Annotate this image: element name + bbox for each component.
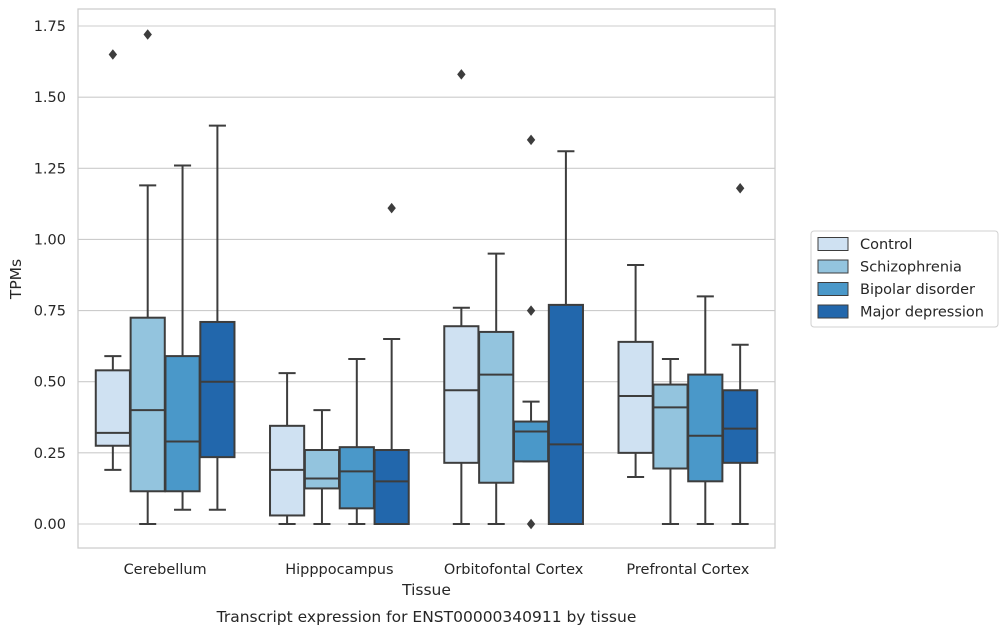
legend-label: Bipolar disorder	[860, 282, 975, 298]
y-tick-label: 1.75	[34, 19, 66, 35]
legend-item: Bipolar disorder	[817, 282, 975, 298]
legend-label: Schizophrenia	[860, 260, 962, 276]
box-body	[129, 316, 166, 493]
box-0-2	[164, 164, 201, 511]
legend-label: Major depression	[860, 305, 984, 321]
box-group-3	[617, 182, 759, 525]
box-3-1	[652, 357, 689, 525]
box-body	[547, 303, 584, 525]
legend-frame	[810, 230, 999, 328]
box-0-3	[199, 124, 236, 511]
box-body	[617, 340, 654, 454]
legend-item: Major depression	[817, 304, 984, 321]
box-body	[687, 373, 724, 483]
box-group-1	[269, 202, 410, 525]
y-tick-label: 1.00	[34, 232, 66, 248]
legend: Control Schizophrenia Bipolar disorder Majo…	[810, 230, 999, 328]
box-body	[652, 383, 689, 470]
box-2-0	[443, 69, 480, 525]
box-2-1	[478, 252, 515, 525]
legend-swatch	[817, 304, 849, 319]
y-tick-label: 0.50	[34, 375, 66, 391]
box-3-3	[722, 182, 759, 525]
plot-frame	[77, 8, 776, 549]
legend-swatch	[817, 282, 849, 296]
legend-label: Control	[860, 237, 912, 253]
outlier-point	[526, 305, 536, 316]
box-0-0	[94, 49, 131, 471]
x-tick-label: Prefrontal Cortex	[626, 562, 749, 578]
outlier-point	[108, 49, 118, 60]
box-body	[94, 369, 131, 447]
x-tick-labels: Cerebellum Hipppocampus Orbitofontal Corte…	[124, 562, 750, 578]
box-body	[478, 330, 515, 484]
box-body	[164, 355, 201, 493]
box-groups	[94, 29, 759, 530]
y-tick-label: 0.25	[34, 446, 66, 462]
y-tick-label: 0.00	[34, 517, 66, 533]
y-axis-label: TPMs	[7, 259, 25, 300]
y-tick-labels: 0.00 0.25 0.50 0.75 1.00 1.25 1.50 1.75	[34, 19, 66, 533]
legend-swatch	[817, 259, 849, 274]
x-tick-label: Cerebellum	[124, 562, 207, 578]
outlier-point	[526, 518, 536, 530]
legend-items: Control Schizophrenia Bipolar disorder Majo…	[817, 237, 984, 321]
y-tick-label: 0.75	[34, 304, 66, 320]
box-body	[373, 449, 410, 525]
x-tick-label: Hipppocampus	[285, 562, 393, 578]
box-2-3	[547, 150, 584, 525]
box-group-2	[443, 69, 584, 530]
outlier-point	[457, 69, 466, 80]
box-body	[512, 420, 550, 463]
box-group-0	[94, 29, 236, 525]
box-1-1	[303, 409, 341, 525]
outlier-point	[387, 202, 396, 214]
x-tick-label: Orbitofontal Cortex	[444, 562, 584, 578]
legend-swatch	[817, 237, 849, 251]
box-body	[722, 389, 759, 464]
box-1-3	[373, 202, 410, 525]
figure-caption: Transcript expression for ENST0000034091…	[216, 608, 637, 626]
legend-item: Schizophrenia	[817, 259, 962, 276]
outlier-point	[526, 134, 536, 146]
outlier-point	[143, 29, 152, 40]
x-axis-label: Tissue	[401, 581, 451, 599]
legend-item: Control	[817, 237, 912, 253]
box-1-0	[269, 372, 306, 525]
box-body	[199, 320, 236, 459]
box-body	[443, 325, 480, 464]
y-tick-label: 1.25	[34, 161, 66, 177]
y-tick-label: 1.50	[34, 90, 66, 106]
outlier-point	[735, 182, 745, 194]
box-body	[303, 449, 341, 490]
box-body	[338, 446, 375, 510]
